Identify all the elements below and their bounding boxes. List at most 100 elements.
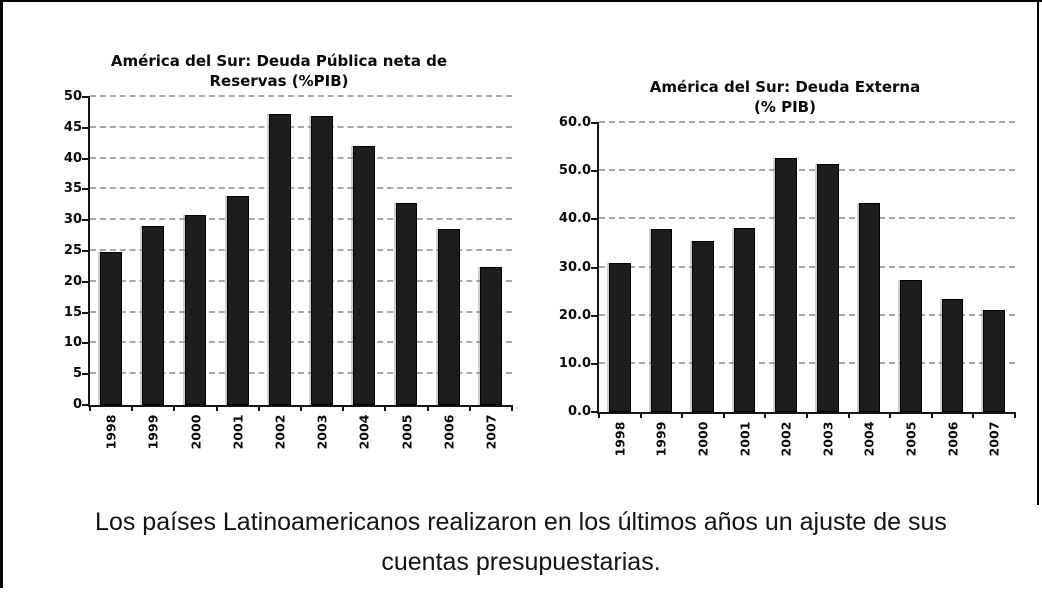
chart-title: América del Sur: Deuda Externa (% PIB) [555,78,1015,117]
y-tick-label-40: 40.0 [558,211,591,227]
x-tick-label-2000: 2000 [695,421,711,457]
bar-2001 [226,196,249,405]
x-tick-label-1998: 1998 [103,414,119,450]
bar-1999 [650,228,673,412]
gridline-15 [90,310,512,313]
bar-2007 [983,309,1005,412]
x-tick-label-2001: 2001 [230,414,246,450]
x-tick-label-2003: 2003 [314,414,330,450]
gridline-20 [599,313,1015,316]
x-tick-mark [511,405,513,411]
x-tick-mark [131,405,134,411]
y-tick-label-10: 10.0 [558,355,591,371]
y-tick-label-10: 10 [63,335,82,351]
bar-1999 [142,225,165,405]
caption: Los países Latinoamericanos realizaron e… [0,502,1042,582]
x-tick-mark [300,405,302,411]
y-tick-mark [82,280,90,283]
x-tick-label-1999: 1999 [653,421,669,457]
y-tick-label-0: 0 [72,397,82,412]
bar-2003 [311,116,334,405]
y-tick-mark [82,250,90,252]
y-tick-mark [591,266,599,269]
y-tick-label-15: 15 [63,304,82,320]
chart-title-line2: (% PIB) [754,97,816,116]
caption-line1: Los países Latinoamericanos realizaron e… [95,508,947,536]
x-tick-label-2006: 2006 [945,421,961,457]
x-tick-mark [1014,412,1016,418]
x-tick-label-2000: 2000 [188,414,203,450]
x-tick-mark [930,412,933,418]
chart-deuda-publica-neta: América del Sur: Deuda Pública neta de R… [46,52,513,449]
bar-2004 [858,203,881,412]
frame-right-border [1037,0,1039,505]
x-tick-label-2007: 2007 [483,414,499,450]
y-tick-mark [82,219,90,222]
x-tick-mark [89,405,91,411]
y-tick-mark [82,157,90,160]
gridline-35 [90,187,512,190]
bar-2003 [816,164,839,412]
x-tick-mark [468,405,471,411]
y-tick-mark [82,311,90,314]
x-tick-label-2001: 2001 [737,421,753,457]
bar-2005 [900,279,922,412]
bar-2002 [268,113,291,405]
y-tick-mark [591,218,599,221]
plot-area: 0.0 10.0 20.0 30.0 40.0 50.0 60.0 1998 1999 2000 2… [559,115,1016,456]
y-tick-label-35: 35 [63,181,82,197]
frame-left-border [0,0,3,588]
y-tick-label-5: 5 [72,366,82,382]
y-tick-mark [82,342,90,345]
chart-title: América del Sur: Deuda Pública neta de R… [46,52,512,91]
y-tick-label-40: 40 [63,150,82,166]
x-tick-label-2004: 2004 [356,414,372,450]
bar-2002 [775,157,797,412]
bar-2000 [692,241,714,412]
y-tick-mark [82,126,90,129]
x-tick-label-2004: 2004 [861,421,877,457]
bar-2001 [733,227,756,412]
gridline-30 [599,265,1015,268]
y-tick-label-20: 20.0 [558,307,591,323]
x-tick-mark [847,412,850,418]
chart-title-line1: América del Sur: Deuda Pública neta de [110,52,448,70]
y-tick-label-50: 50 [63,89,82,104]
x-tick-mark [215,405,218,411]
y-tick-mark [591,362,599,365]
x-tick-label-2005: 2005 [903,421,919,457]
gridline-50 [90,95,512,97]
bar-1998 [100,251,123,405]
bar-2000 [184,215,207,405]
gridline-45 [90,125,512,128]
x-tick-mark [681,412,684,418]
y-tick-mark [82,373,90,376]
gridline-40 [90,156,512,159]
x-tick-label-2002: 2002 [272,414,288,450]
y-tick-mark [591,411,599,413]
plot-area: 0 5 10 15 20 25 30 35 40 45 50 1998 1999 2000 2001 2002… [64,89,513,449]
y-tick-label-30: 30.0 [558,259,591,275]
x-tick-label-2007: 2007 [986,421,1002,457]
chart-title-line2: Reservas (%PIB) [209,71,349,90]
y-tick-label-30: 30 [63,212,82,228]
bar-2006 [941,298,964,412]
gridline-60 [599,121,1015,123]
x-tick-mark [639,412,642,418]
x-tick-mark [764,412,767,418]
y-tick-mark [591,314,599,317]
bar-2006 [437,228,460,405]
gridline-10 [90,341,512,344]
y-tick-mark [82,404,90,406]
chart-deuda-externa: América del Sur: Deuda Externa (% PIB) 0… [555,78,1016,456]
bar-1998 [608,262,631,412]
x-tick-label-1998: 1998 [612,421,628,457]
x-tick-mark [384,405,387,411]
x-tick-mark [806,412,808,418]
bar-2007 [479,267,502,405]
gridline-5 [90,372,512,375]
gridline-40 [599,217,1015,220]
gridline-25 [90,249,512,251]
x-tick-label-2002: 2002 [778,421,794,457]
